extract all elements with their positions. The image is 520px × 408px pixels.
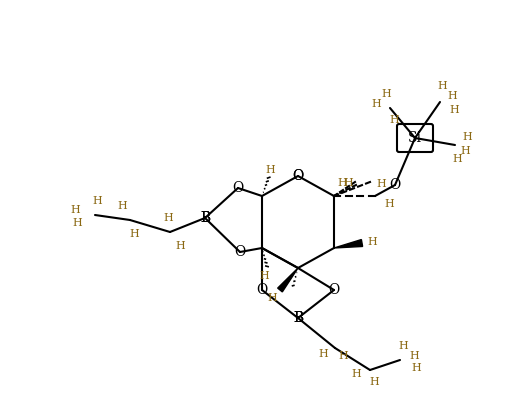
Text: O: O [292, 169, 304, 183]
Text: H: H [175, 241, 185, 251]
Text: B: B [293, 311, 303, 325]
Text: H: H [460, 146, 470, 156]
Text: H: H [409, 351, 419, 361]
Text: B: B [200, 211, 210, 225]
Text: H: H [265, 165, 275, 175]
Text: H: H [338, 351, 348, 361]
Text: H: H [437, 81, 447, 91]
Text: B: B [200, 211, 210, 225]
Text: H: H [371, 99, 381, 109]
Text: H: H [462, 132, 472, 142]
Text: H: H [449, 105, 459, 115]
Text: H: H [72, 218, 82, 228]
Text: H: H [411, 363, 421, 373]
Text: O: O [328, 283, 340, 297]
Text: H: H [367, 237, 377, 247]
Text: H: H [398, 341, 408, 351]
Polygon shape [278, 268, 298, 292]
Text: H: H [318, 349, 328, 359]
Text: B: B [293, 311, 303, 325]
FancyBboxPatch shape [397, 124, 433, 152]
Text: H: H [369, 377, 379, 387]
Text: H: H [343, 178, 353, 188]
Polygon shape [334, 239, 362, 248]
Text: O: O [389, 178, 400, 192]
Text: B: B [200, 211, 210, 225]
Text: H: H [129, 229, 139, 239]
Text: H: H [389, 115, 399, 125]
Text: B: B [293, 311, 303, 325]
Text: H: H [376, 179, 386, 189]
Text: H: H [384, 199, 394, 209]
Text: O: O [292, 169, 304, 183]
Text: Si: Si [408, 131, 422, 145]
Text: H: H [92, 196, 102, 206]
Text: H: H [452, 154, 462, 164]
Text: O: O [256, 283, 268, 297]
Text: H: H [70, 205, 80, 215]
Text: H: H [163, 213, 173, 223]
Text: H: H [381, 89, 391, 99]
Text: H: H [447, 91, 457, 101]
Text: H: H [259, 271, 269, 281]
Text: H: H [351, 369, 361, 379]
Text: H: H [117, 201, 127, 211]
Text: O: O [232, 181, 244, 195]
Text: H: H [267, 293, 277, 303]
Text: H: H [337, 178, 347, 188]
Text: O: O [235, 245, 245, 259]
